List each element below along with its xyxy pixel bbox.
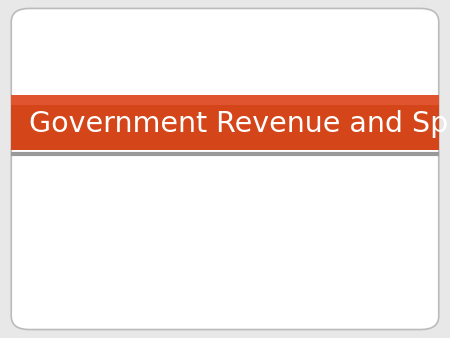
- Text: Government Revenue and Spending: Government Revenue and Spending: [29, 110, 450, 138]
- Bar: [11, 95, 439, 105]
- Bar: [11, 105, 439, 150]
- FancyBboxPatch shape: [11, 8, 439, 330]
